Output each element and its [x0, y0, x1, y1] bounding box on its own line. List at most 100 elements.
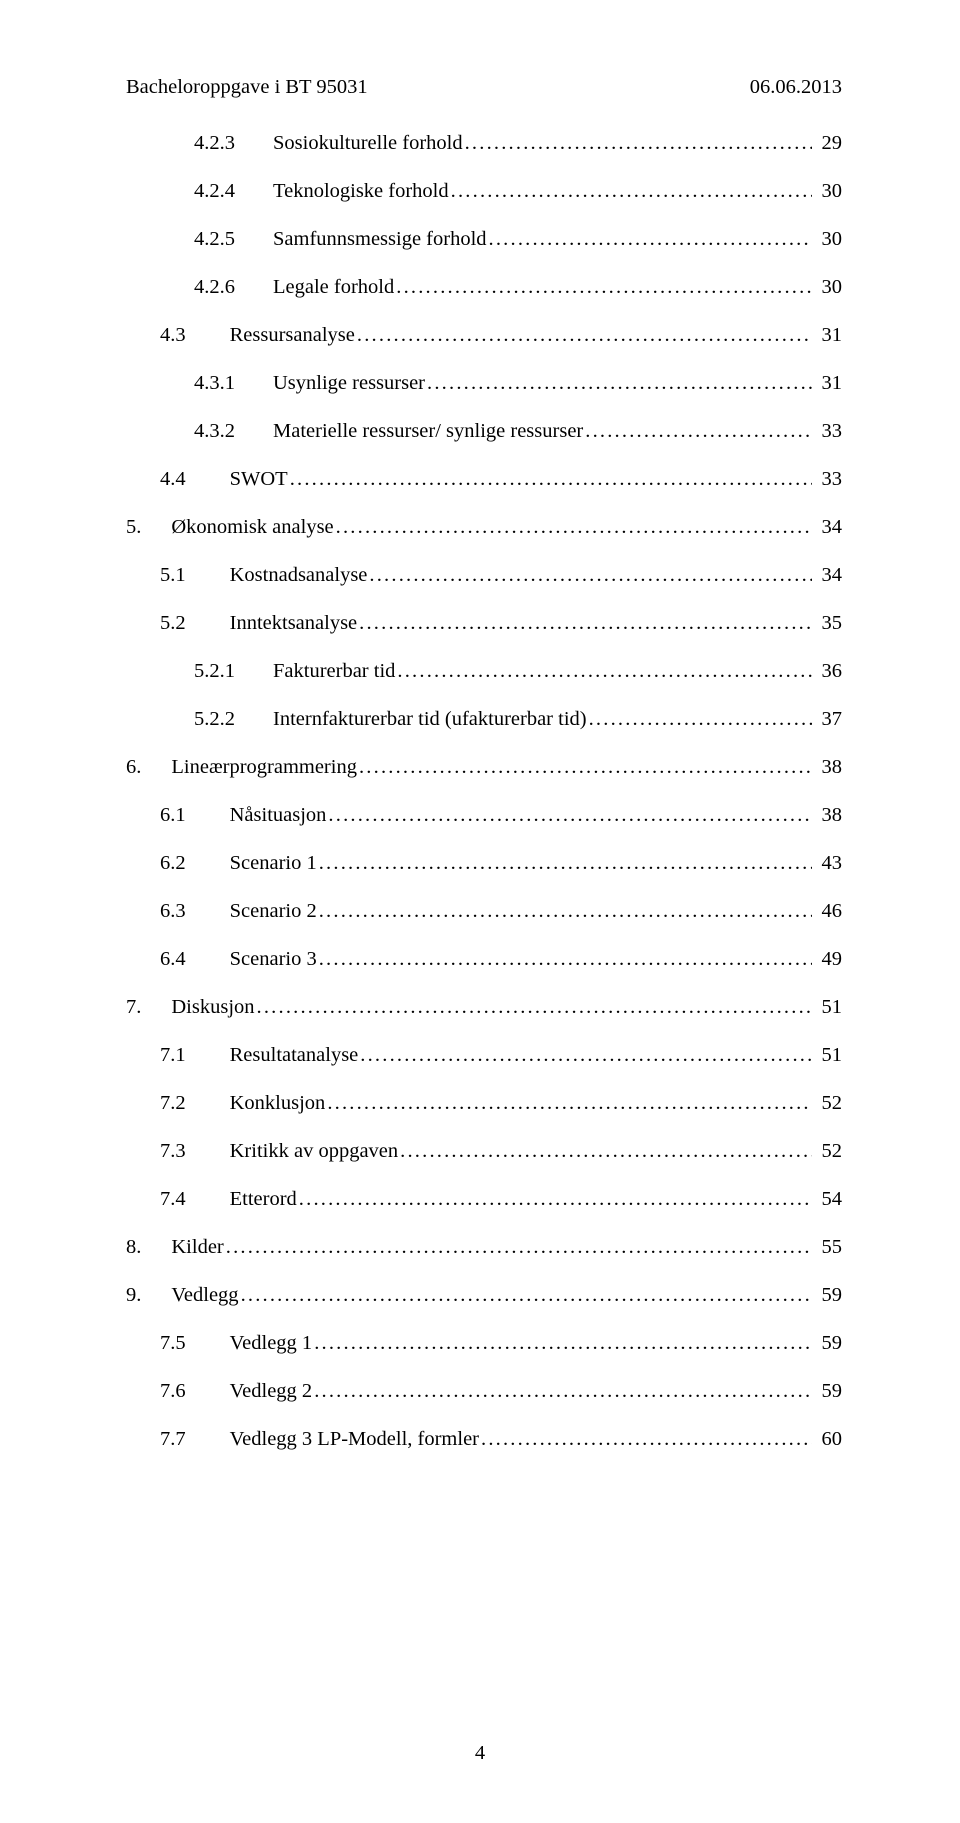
toc-entry-page: 60: [814, 1429, 842, 1450]
toc-entry-number: 7.: [126, 996, 141, 1018]
toc-entry-number: 7.3: [160, 1140, 186, 1162]
toc-entry-title: Økonomisk analyse: [171, 516, 333, 538]
toc-entry-label: 6.4Scenario 3: [160, 949, 317, 970]
toc-entry: 7.Diskusjon 51: [126, 997, 842, 1018]
toc-leader-dots: [226, 1237, 812, 1258]
toc-entry-page: 59: [814, 1381, 842, 1402]
toc-entry-page: 54: [814, 1189, 842, 1210]
toc-entry-title: Vedlegg 3 LP-Modell, formler: [230, 1428, 479, 1450]
toc-entry-label: 7.2Konklusjon: [160, 1093, 325, 1114]
toc-entry-label: 5.2Inntektsanalyse: [160, 613, 357, 634]
toc-entry: 5.2.1Fakturerbar tid36: [126, 661, 842, 682]
toc-entry: 7.2Konklusjon 52: [126, 1093, 842, 1114]
toc-entry-number: 6.4: [160, 948, 186, 970]
page-number: 4: [475, 1742, 485, 1764]
toc-entry: 6.3Scenario 246: [126, 901, 842, 922]
toc-leader-dots: [328, 805, 812, 826]
toc-entry-page: 51: [814, 997, 842, 1018]
toc-entry-number: 6.: [126, 756, 141, 778]
toc-entry-label: 8.Kilder: [126, 1237, 224, 1258]
toc-leader-dots: [369, 565, 812, 586]
toc-entry-title: Usynlige ressurser: [273, 372, 425, 394]
toc-entry-page: 34: [814, 517, 842, 538]
toc-entry-page: 52: [814, 1093, 842, 1114]
toc-entry-title: Kilder: [171, 1236, 223, 1258]
toc-entry-label: 7.5Vedlegg 1: [160, 1333, 312, 1354]
toc-entry-page: 43: [814, 853, 842, 874]
toc-entry-label: 6.3Scenario 2: [160, 901, 317, 922]
toc-leader-dots: [319, 949, 812, 970]
toc-entry-title: Vedlegg 1: [230, 1332, 313, 1354]
toc-entry-number: 4.2.5: [194, 228, 235, 250]
toc-entry-number: 4.2.3: [194, 132, 235, 154]
toc-entry: 7.7Vedlegg 3 LP-Modell, formler 60: [126, 1429, 842, 1450]
toc-entry-label: 6.2Scenario 1: [160, 853, 317, 874]
table-of-contents: 4.2.3Sosiokulturelle forhold294.2.4Tekno…: [126, 133, 842, 1450]
toc-entry-number: 4.3: [160, 324, 186, 346]
toc-leader-dots: [257, 997, 812, 1018]
toc-entry-label: 4.2.5Samfunnsmessige forhold: [194, 229, 487, 250]
toc-entry: 6.2Scenario 1 43: [126, 853, 842, 874]
toc-entry-page: 51: [814, 1045, 842, 1066]
toc-entry-page: 35: [814, 613, 842, 634]
toc-entry: 7.1Resultatanalyse51: [126, 1045, 842, 1066]
toc-leader-dots: [489, 229, 812, 250]
toc-leader-dots: [319, 853, 812, 874]
header-right: 06.06.2013: [750, 76, 842, 99]
toc-entry-number: 7.1: [160, 1044, 186, 1066]
toc-entry-title: Vedlegg 2: [230, 1380, 313, 1402]
toc-entry-label: 9. Vedlegg: [126, 1285, 239, 1306]
toc-entry: 5.2.2Internfakturerbar tid (ufakturerbar…: [126, 709, 842, 730]
toc-entry: 7.5Vedlegg 1 59: [126, 1333, 842, 1354]
toc-leader-dots: [585, 421, 812, 442]
toc-entry: 9.Vedlegg59: [126, 1285, 842, 1306]
toc-entry-number: 6.3: [160, 900, 186, 922]
toc-entry-page: 31: [814, 373, 842, 394]
toc-leader-dots: [451, 181, 812, 202]
toc-entry-page: 31: [814, 325, 842, 346]
toc-entry-title: Legale forhold: [273, 276, 394, 298]
toc-entry-number: 9.: [126, 1284, 141, 1306]
toc-leader-dots: [314, 1333, 812, 1354]
toc-entry-page: 52: [814, 1141, 842, 1162]
toc-leader-dots: [481, 1429, 812, 1450]
toc-entry-label: 7.7Vedlegg 3 LP-Modell, formler: [160, 1429, 479, 1450]
toc-entry-label: 5.1Kostnadsanalyse: [160, 565, 367, 586]
toc-leader-dots: [396, 277, 812, 298]
toc-entry-label: 4.3.2Materielle ressurser/ synlige ressu…: [194, 421, 583, 442]
toc-entry-title: Konklusjon: [230, 1092, 326, 1114]
toc-entry: 4.3.2Materielle ressurser/ synlige ressu…: [126, 421, 842, 442]
toc-entry-title: Etterord: [230, 1188, 297, 1210]
toc-leader-dots: [427, 373, 812, 394]
toc-entry-page: 55: [814, 1237, 842, 1258]
toc-entry-label: 5.2.1Fakturerbar tid: [194, 661, 395, 682]
toc-entry: 5.2Inntektsanalyse 35: [126, 613, 842, 634]
toc-leader-dots: [314, 1381, 812, 1402]
toc-entry-title: Teknologiske forhold: [273, 180, 449, 202]
toc-entry-page: 59: [814, 1333, 842, 1354]
toc-entry-label: 5.Økonomisk analyse: [126, 517, 334, 538]
toc-entry-label: 7.Diskusjon: [126, 997, 255, 1018]
toc-entry-page: 49: [814, 949, 842, 970]
toc-entry-title: Ressursanalyse: [230, 324, 355, 346]
toc-entry-label: 6.Lineærprogrammering: [126, 757, 357, 778]
toc-leader-dots: [359, 613, 812, 634]
toc-entry-title: Kritikk av oppgaven: [230, 1140, 399, 1162]
toc-entry-number: 4.2.6: [194, 276, 235, 298]
toc-entry-number: 4.3.1: [194, 372, 235, 394]
toc-leader-dots: [359, 757, 812, 778]
toc-entry-number: 6.2: [160, 852, 186, 874]
toc-entry: 6.4Scenario 3 49: [126, 949, 842, 970]
toc-entry-page: 38: [814, 805, 842, 826]
toc-entry-label: 4.3 Ressursanalyse: [160, 325, 355, 346]
header-left: Bacheloroppgave i BT 95031: [126, 76, 368, 99]
toc-entry-label: 7.3 Kritikk av oppgaven: [160, 1141, 398, 1162]
toc-entry-title: Sosiokulturelle forhold: [273, 132, 463, 154]
toc-entry: 4.3 Ressursanalyse 31: [126, 325, 842, 346]
toc-entry-title: Nåsituasjon: [230, 804, 327, 826]
toc-entry-title: SWOT: [230, 468, 288, 490]
toc-entry-page: 38: [814, 757, 842, 778]
toc-entry: 4.2.3Sosiokulturelle forhold29: [126, 133, 842, 154]
toc-entry-number: 4.3.2: [194, 420, 235, 442]
toc-entry-title: Vedlegg: [171, 1284, 238, 1306]
